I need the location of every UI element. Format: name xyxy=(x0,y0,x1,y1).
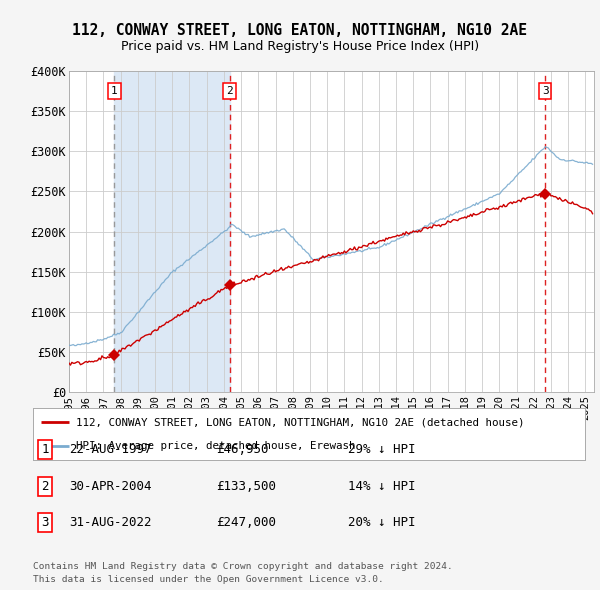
Text: 30-APR-2004: 30-APR-2004 xyxy=(69,480,151,493)
Text: 3: 3 xyxy=(542,86,548,96)
Text: 29% ↓ HPI: 29% ↓ HPI xyxy=(348,443,415,456)
Text: 112, CONWAY STREET, LONG EATON, NOTTINGHAM, NG10 2AE: 112, CONWAY STREET, LONG EATON, NOTTINGH… xyxy=(73,23,527,38)
Text: 2: 2 xyxy=(226,86,233,96)
Text: 22-AUG-1997: 22-AUG-1997 xyxy=(69,443,151,456)
Text: 1: 1 xyxy=(111,86,118,96)
Text: HPI: Average price, detached house, Erewash: HPI: Average price, detached house, Erew… xyxy=(76,441,356,451)
Text: 3: 3 xyxy=(41,516,49,529)
Text: 14% ↓ HPI: 14% ↓ HPI xyxy=(348,480,415,493)
Text: 20% ↓ HPI: 20% ↓ HPI xyxy=(348,516,415,529)
Text: £46,950: £46,950 xyxy=(216,443,269,456)
Text: Price paid vs. HM Land Registry's House Price Index (HPI): Price paid vs. HM Land Registry's House … xyxy=(121,40,479,53)
Text: 31-AUG-2022: 31-AUG-2022 xyxy=(69,516,151,529)
Text: £247,000: £247,000 xyxy=(216,516,276,529)
Bar xyxy=(115,71,230,392)
Text: 1: 1 xyxy=(41,443,49,456)
Text: 2: 2 xyxy=(41,480,49,493)
Text: £133,500: £133,500 xyxy=(216,480,276,493)
Text: Contains HM Land Registry data © Crown copyright and database right 2024.: Contains HM Land Registry data © Crown c… xyxy=(33,562,453,571)
Text: 112, CONWAY STREET, LONG EATON, NOTTINGHAM, NG10 2AE (detached house): 112, CONWAY STREET, LONG EATON, NOTTINGH… xyxy=(76,417,524,427)
Text: This data is licensed under the Open Government Licence v3.0.: This data is licensed under the Open Gov… xyxy=(33,575,384,584)
